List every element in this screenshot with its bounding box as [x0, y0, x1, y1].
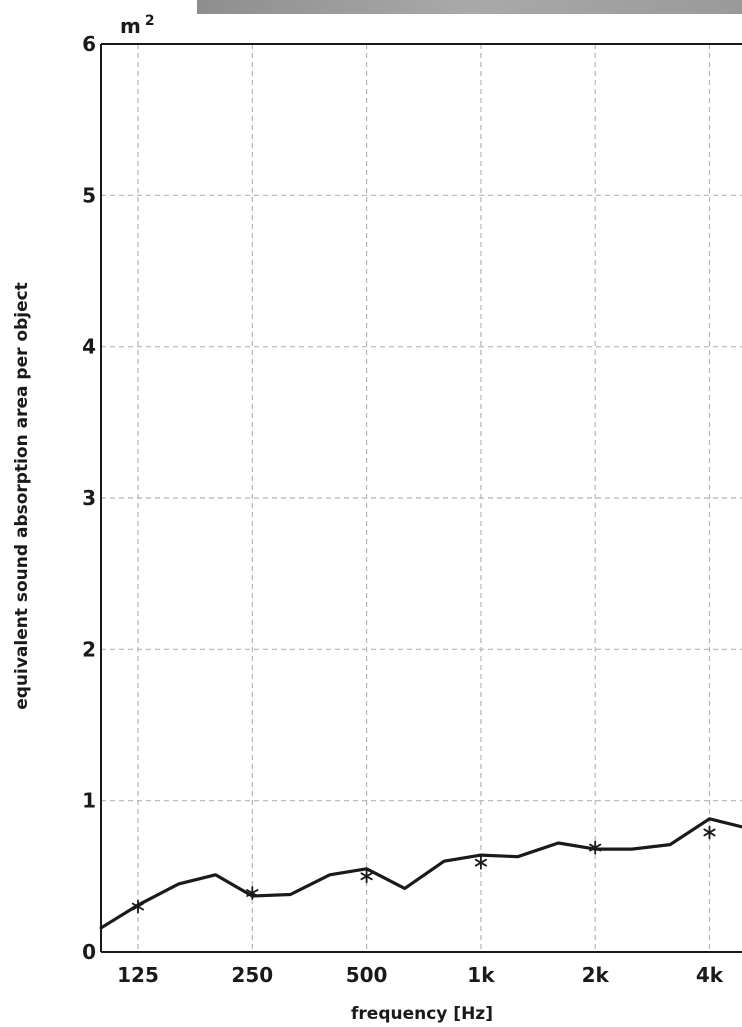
y-tick-label: 3 — [82, 486, 96, 510]
data-point-asterisk — [474, 855, 487, 870]
data-point-asterisk — [589, 840, 602, 855]
x-tick-label: 500 — [346, 963, 388, 987]
y-tick-label: 6 — [82, 32, 96, 56]
data-point-asterisk — [360, 869, 373, 884]
y-tick-label: 0 — [82, 940, 96, 964]
series-line — [99, 817, 742, 930]
x-axis-title: frequency [Hz] — [351, 1004, 493, 1024]
x-tick-label: 125 — [117, 963, 159, 987]
x-tick-label: 4k — [696, 963, 724, 987]
x-tick-label: 1k — [467, 963, 495, 987]
data-series — [99, 817, 742, 930]
y-tick-label: 1 — [82, 789, 96, 813]
data-point-asterisk — [246, 886, 259, 900]
y-unit-superscript: 2 — [145, 13, 155, 29]
x-tick-labels: 125 250 500 1k 2k 4k — [117, 963, 724, 987]
data-point-asterisk — [131, 899, 145, 914]
grid-lines — [101, 44, 742, 952]
x-tick-label: 250 — [231, 963, 273, 987]
header-photo-strip — [197, 0, 742, 14]
x-tick-label: 2k — [582, 963, 610, 987]
y-tick-label: 2 — [82, 637, 96, 661]
y-tick-labels: 0 1 2 3 4 5 6 — [82, 32, 96, 964]
y-tick-label: 5 — [82, 183, 96, 207]
data-point-asterisk — [703, 825, 716, 840]
y-axis-title: equivalent sound absorption area per obj… — [12, 282, 32, 710]
y-tick-label: 4 — [82, 335, 96, 359]
